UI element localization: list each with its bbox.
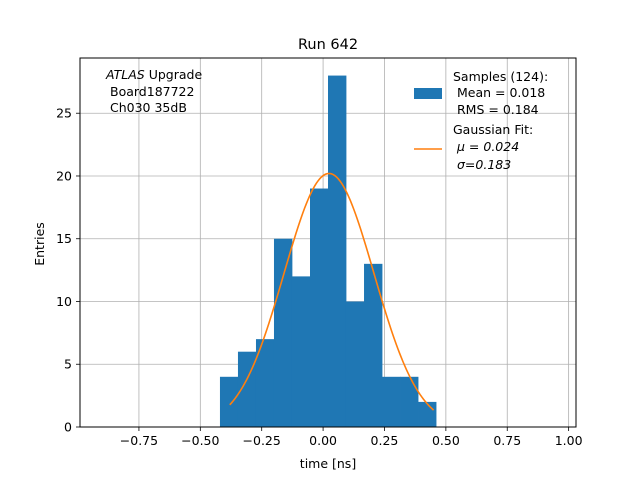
annotation-upgrade: Upgrade	[145, 67, 203, 82]
y-tick-label: 0	[64, 420, 72, 435]
y-axis-label: Entries	[32, 222, 47, 266]
histogram-bar	[382, 376, 401, 427]
gaussian-fit-curve	[229, 172, 435, 411]
legend-samples-rms: RMS = 0.184	[457, 102, 539, 117]
x-tick-label: 0.25	[371, 433, 399, 448]
histogram-bar	[219, 376, 239, 427]
legend-fit-mu: μ = 0.024	[456, 139, 519, 154]
x-tick-label: 0.00	[309, 433, 337, 448]
histogram-bar	[255, 339, 275, 427]
histogram-bar	[364, 263, 383, 427]
x-tick-label: 0.50	[432, 433, 460, 448]
x-tick-label: −0.25	[243, 433, 281, 448]
y-tick-label: 15	[56, 231, 72, 246]
histogram-bar	[310, 188, 329, 427]
gaussian-fit	[229, 172, 435, 411]
plot-frame	[79, 57, 577, 428]
x-tick-label: 1.00	[555, 433, 583, 448]
legend-samples-mean: Mean = 0.018	[457, 85, 545, 100]
annotation-atlas: ATLAS	[105, 67, 145, 82]
x-tick-label: −0.75	[120, 433, 158, 448]
y-tick-label: 25	[56, 106, 72, 121]
histogram-bar	[418, 401, 437, 427]
y-tick-label: 20	[56, 168, 72, 183]
legend-fit-sigma: σ=0.183	[457, 157, 511, 172]
histogram-bar	[291, 276, 311, 427]
axis-ticks: −0.75 −0.50 −0.25 0.00 0.25 0.50 0.75 1.00 0 5 10 1…	[56, 106, 582, 448]
histogram-bar	[400, 376, 419, 427]
y-tick-label: 5	[64, 357, 72, 372]
legend-samples-swatch	[414, 88, 442, 99]
x-tick-label: −0.50	[181, 433, 219, 448]
chart-title: Run 642	[298, 37, 358, 53]
x-tick-label: 0.75	[493, 433, 521, 448]
annotation-line2: Board187722	[110, 84, 194, 99]
x-axis-label: time [ns]	[300, 456, 356, 471]
legend: Samples (124): Mean = 0.018 RMS = 0.184 …	[414, 69, 548, 172]
histogram-bar	[328, 75, 347, 428]
annotation-line3: Ch030 35dB	[110, 100, 187, 115]
histogram-bar	[273, 238, 293, 427]
histogram-bars	[219, 75, 437, 428]
legend-fit-title: Gaussian Fit:	[453, 122, 533, 137]
annotation-line1: ATLAS Upgrade	[105, 67, 202, 82]
histogram-bar	[345, 301, 365, 427]
y-tick-label: 10	[56, 294, 72, 309]
atlas-annotation: ATLAS Upgrade Board187722 Ch030 35dB	[105, 67, 202, 115]
legend-samples-title: Samples (124):	[453, 69, 548, 84]
